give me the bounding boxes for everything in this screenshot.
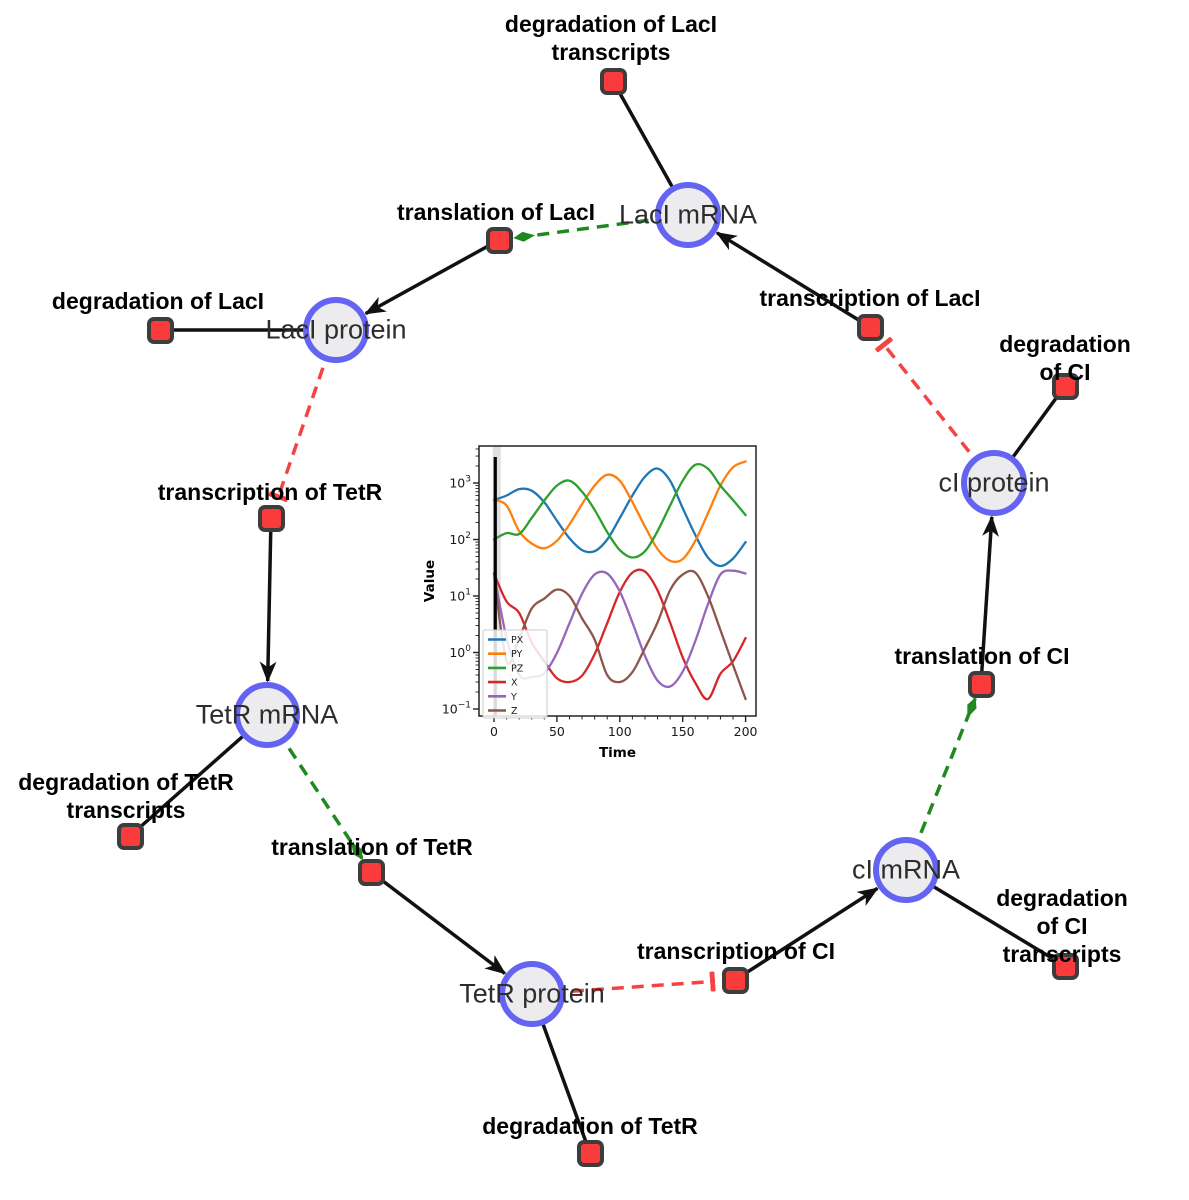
x-tick-label: 50 — [549, 724, 565, 739]
y-tick-label: 101 — [449, 588, 471, 604]
x-tick-label: 0 — [490, 724, 498, 739]
legend-label: X — [511, 678, 518, 689]
species-node-ci_protein[interactable] — [961, 450, 1027, 516]
legend-label: Y — [510, 692, 517, 703]
reaction-label-deg_tetr_tx: degradation of TetR transcripts — [18, 768, 234, 823]
edge-production — [715, 231, 871, 329]
species-label-laci_protein: LacI protein — [265, 314, 407, 345]
species-label-tetr_mrna: TetR mRNA — [195, 699, 339, 730]
x-tick-label: 150 — [671, 724, 695, 739]
reaction-node-transl_ci[interactable] — [967, 670, 995, 698]
plot-series-PZ — [492, 462, 747, 559]
legend-label: PX — [511, 635, 524, 646]
reaction-label-transl_ci: translation of CI — [894, 642, 1070, 669]
simulation-plot: 0 50 100 150 200 103 102 101 100 10−1 Time Value PX P… — [422, 445, 758, 761]
edge-production — [259, 517, 277, 683]
legend-label: PZ — [511, 663, 524, 674]
reaction-node-deg_laci_tx[interactable] — [599, 67, 627, 95]
species-label-ci_mrna: cI mRNA — [852, 854, 960, 885]
plot-series-PY — [492, 460, 747, 564]
plot-series-PX — [492, 467, 747, 568]
reaction-label-deg_laci_tx: degradation of LacI transcripts — [504, 10, 718, 65]
edge-production — [734, 886, 879, 982]
species-node-ci_mrna[interactable] — [873, 837, 939, 903]
reaction-node-txn_tetr[interactable] — [257, 504, 285, 532]
edge-production — [979, 515, 999, 685]
x-tick-label: 200 — [734, 724, 758, 739]
reaction-label-deg_tetr: degradation of TetR — [482, 1112, 698, 1139]
y-tick-label: 100 — [449, 644, 471, 660]
reaction-label-txn_ci: transcription of CI — [636, 937, 836, 964]
reaction-label-txn_laci: transcription of LacI — [759, 284, 981, 311]
reaction-label-txn_tetr: transcription of TetR — [157, 478, 383, 505]
y-tick-label: 10−1 — [442, 701, 471, 717]
species-label-laci_mrna: LacI mRNA — [618, 199, 758, 230]
reaction-label-deg_ci_tx: degradation of CI transcripts — [996, 884, 1128, 968]
reaction-label-transl_laci: translation of LacI — [396, 198, 596, 225]
reaction-node-txn_laci[interactable] — [856, 313, 884, 341]
reaction-node-transl_tetr[interactable] — [357, 858, 385, 886]
legend-label: PY — [511, 649, 523, 660]
y-tick-label: 103 — [449, 475, 471, 491]
y-tick-label: 102 — [449, 531, 471, 547]
reaction-node-txn_ci[interactable] — [721, 966, 749, 994]
reaction-node-deg_ci_tx[interactable] — [1051, 952, 1079, 980]
plot-series-Z — [492, 569, 747, 701]
reaction-label-transl_tetr: translation of TetR — [271, 833, 473, 860]
reaction-node-deg_ci[interactable] — [1051, 372, 1079, 400]
reaction-label-deg_ci: degradation of CI — [999, 330, 1131, 385]
x-axis-label: Time — [599, 745, 636, 761]
edge-production — [364, 238, 500, 316]
species-node-tetr_protein[interactable] — [499, 961, 565, 1027]
plot-frame — [478, 445, 757, 717]
reaction-node-deg_tetr_tx[interactable] — [116, 822, 144, 850]
species-label-tetr_protein: TetR protein — [459, 978, 605, 1009]
reaction-node-deg_tetr[interactable] — [576, 1139, 604, 1167]
species-label-ci_protein: cI protein — [938, 467, 1050, 498]
edge-production — [369, 870, 507, 975]
species-node-laci_mrna[interactable] — [655, 182, 721, 248]
y-axis-label: Value — [422, 560, 438, 602]
reaction-node-transl_laci[interactable] — [485, 226, 513, 254]
species-node-tetr_mrna[interactable] — [234, 682, 300, 748]
reaction-node-deg_laci[interactable] — [146, 316, 174, 344]
species-node-laci_protein[interactable] — [303, 297, 369, 363]
legend-label: Z — [511, 706, 518, 717]
reaction-label-deg_laci: degradation of LacI — [51, 287, 265, 314]
x-tick-label: 100 — [608, 724, 632, 739]
